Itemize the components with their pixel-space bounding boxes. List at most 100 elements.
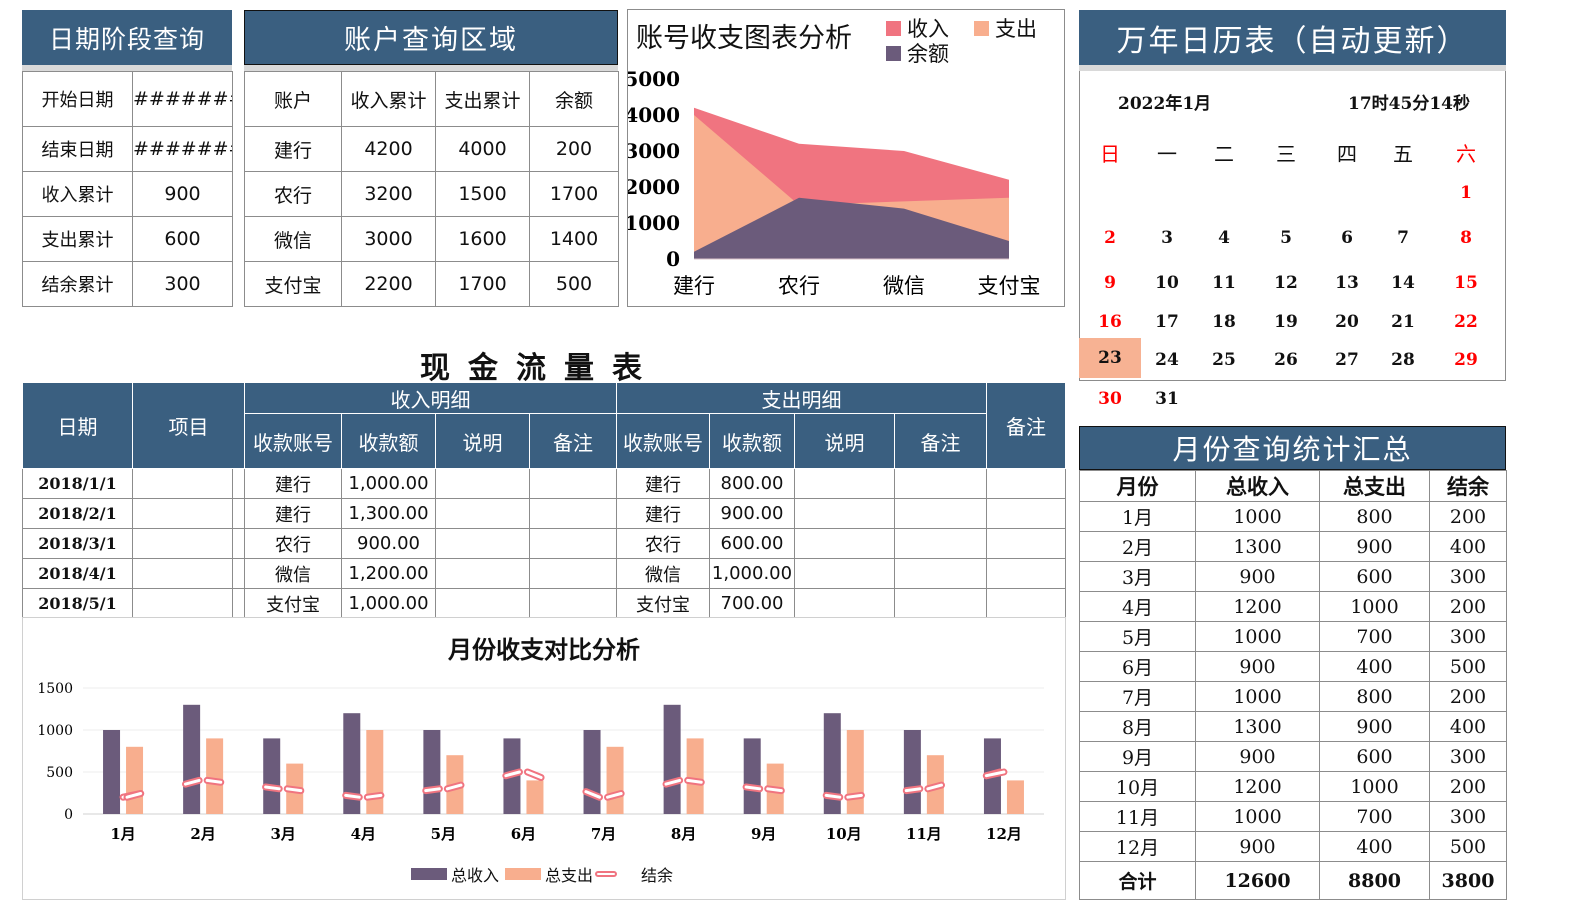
cell-in-amt[interactable]: 900.00	[341, 528, 436, 559]
account-name[interactable]: 农行	[244, 171, 342, 217]
cell-in-amt[interactable]: 1,200.00	[341, 558, 436, 589]
cell-out-desc[interactable]	[794, 588, 895, 619]
cell-out-note[interactable]	[894, 558, 987, 589]
cell-in-acct[interactable]: 建行	[244, 498, 342, 529]
calendar-day[interactable]: 5	[1280, 228, 1292, 248]
cell-in-note[interactable]	[529, 588, 617, 619]
account-name[interactable]: 支付宝	[244, 261, 342, 307]
cell-in-desc[interactable]	[435, 468, 530, 499]
cell-out-amt[interactable]: 600.00	[709, 528, 795, 559]
account-area-chart[interactable]: 账号收支图表分析 收入 支出 余额 0 1000 2000 3000 4000 5000 建…	[627, 9, 1065, 307]
cell-out-desc[interactable]	[794, 498, 895, 529]
cell-in-desc[interactable]	[435, 528, 530, 559]
cell-note[interactable]	[986, 588, 1066, 619]
cell-out-acct[interactable]: 建行	[616, 468, 710, 499]
cell-item[interactable]	[132, 468, 233, 499]
cell-out-desc[interactable]	[794, 468, 895, 499]
account-name[interactable]: 建行	[244, 126, 342, 172]
cell-item[interactable]	[132, 588, 233, 619]
start-date-input[interactable]: #######	[132, 71, 233, 127]
calendar-day[interactable]: 10	[1155, 273, 1179, 293]
cell-date[interactable]: 2018/4/1	[22, 558, 133, 589]
cell-out-desc[interactable]	[794, 528, 895, 559]
cell-in-acct[interactable]: 支付宝	[244, 588, 342, 619]
calendar-day[interactable]: 11	[1212, 273, 1236, 293]
calendar-day[interactable]: 12	[1274, 273, 1298, 293]
cell-out-acct[interactable]: 农行	[616, 528, 710, 559]
calendar-day[interactable]: 17	[1155, 312, 1179, 332]
cell-out-note[interactable]	[894, 498, 987, 529]
calendar-day[interactable]: 16	[1098, 312, 1122, 332]
cell-in-desc[interactable]	[435, 498, 530, 529]
calendar-day[interactable]: 23	[1079, 338, 1141, 378]
calendar-day[interactable]: 18	[1212, 312, 1236, 332]
cell-in-acct[interactable]: 农行	[244, 528, 342, 559]
cell-date[interactable]: 2018/2/1	[22, 498, 133, 529]
cell-note[interactable]	[986, 468, 1066, 499]
cell-in-acct[interactable]: 微信	[244, 558, 342, 589]
cell-in-amt[interactable]: 1,000.00	[341, 588, 436, 619]
col-header: 说明	[794, 413, 895, 469]
cell-note[interactable]	[986, 558, 1066, 589]
calendar-day[interactable]: 28	[1391, 350, 1415, 370]
calendar-day[interactable]: 1	[1460, 183, 1472, 203]
cell-in-note[interactable]	[529, 468, 617, 499]
calendar-day[interactable]: 2	[1104, 228, 1116, 248]
cell-out-note[interactable]	[894, 588, 987, 619]
cell-in-note[interactable]	[529, 528, 617, 559]
calendar-day[interactable]: 9	[1104, 273, 1116, 293]
cell-in-acct[interactable]: 建行	[244, 468, 342, 499]
calendar-day[interactable]: 30	[1098, 389, 1122, 409]
calendar-day[interactable]: 4	[1218, 228, 1230, 248]
calendar-day[interactable]: 24	[1155, 350, 1179, 370]
calendar-day[interactable]: 13	[1335, 273, 1359, 293]
cell-note[interactable]	[986, 498, 1066, 529]
cell-in-note[interactable]	[529, 498, 617, 529]
cell-out-acct[interactable]: 支付宝	[616, 588, 710, 619]
cell-in-amt[interactable]: 1,300.00	[341, 498, 436, 529]
cell-out-amt[interactable]: 700.00	[709, 588, 795, 619]
cell-out-acct[interactable]: 微信	[616, 558, 710, 589]
cell-out-desc[interactable]	[794, 558, 895, 589]
cell-item[interactable]	[132, 498, 233, 529]
calendar-day[interactable]: 27	[1335, 350, 1359, 370]
cell-in-amt[interactable]: 1,000.00	[341, 468, 436, 499]
cell-out-acct[interactable]: 建行	[616, 498, 710, 529]
calendar-day[interactable]: 3	[1161, 228, 1173, 248]
calendar-day[interactable]: 7	[1397, 228, 1409, 248]
cell-out-amt[interactable]: 800.00	[709, 468, 795, 499]
calendar-day[interactable]: 29	[1454, 350, 1478, 370]
calendar-day[interactable]: 8	[1460, 228, 1472, 248]
cell: 1200	[1195, 591, 1320, 622]
cell-in-note[interactable]	[529, 558, 617, 589]
cell-item[interactable]	[132, 528, 233, 559]
calendar-day[interactable]: 31	[1155, 389, 1179, 409]
cell-out-amt[interactable]: 1,000.00	[709, 558, 795, 589]
cell-note[interactable]	[986, 528, 1066, 559]
end-date-input[interactable]: #######	[132, 126, 233, 172]
account-name[interactable]: 微信	[244, 216, 342, 262]
cell: 400	[1319, 831, 1430, 862]
cell-item[interactable]	[132, 558, 233, 589]
calendar-day[interactable]: 6	[1341, 228, 1353, 248]
monthly-comparison-chart[interactable]: 月份收支对比分析 0 500 1000 1500 1月 2月 3月 4月 5月 6月 7月 8月 9月 1…	[22, 617, 1066, 900]
calendar-day[interactable]: 15	[1454, 273, 1478, 293]
cell-date[interactable]: 2018/3/1	[22, 528, 133, 559]
x-tick-label: 微信	[883, 274, 925, 298]
cell-date[interactable]: 2018/1/1	[22, 468, 133, 499]
cell-date[interactable]: 2018/5/1	[22, 588, 133, 619]
calendar-day[interactable]: 22	[1454, 312, 1478, 332]
col-header: 备注	[894, 413, 987, 469]
cell-in-desc[interactable]	[435, 558, 530, 589]
calendar-day[interactable]: 25	[1212, 350, 1236, 370]
cell-out-note[interactable]	[894, 468, 987, 499]
calendar-day[interactable]: 26	[1274, 350, 1298, 370]
calendar-day[interactable]: 21	[1391, 312, 1415, 332]
cell-out-amt[interactable]: 900.00	[709, 498, 795, 529]
calendar-day[interactable]: 19	[1274, 312, 1298, 332]
calendar-day[interactable]: 14	[1391, 273, 1415, 293]
calendar-day[interactable]: 20	[1335, 312, 1359, 332]
cell-in-desc[interactable]	[435, 588, 530, 619]
cell-out-note[interactable]	[894, 528, 987, 559]
date-query-title: 日期阶段查询	[22, 10, 232, 65]
